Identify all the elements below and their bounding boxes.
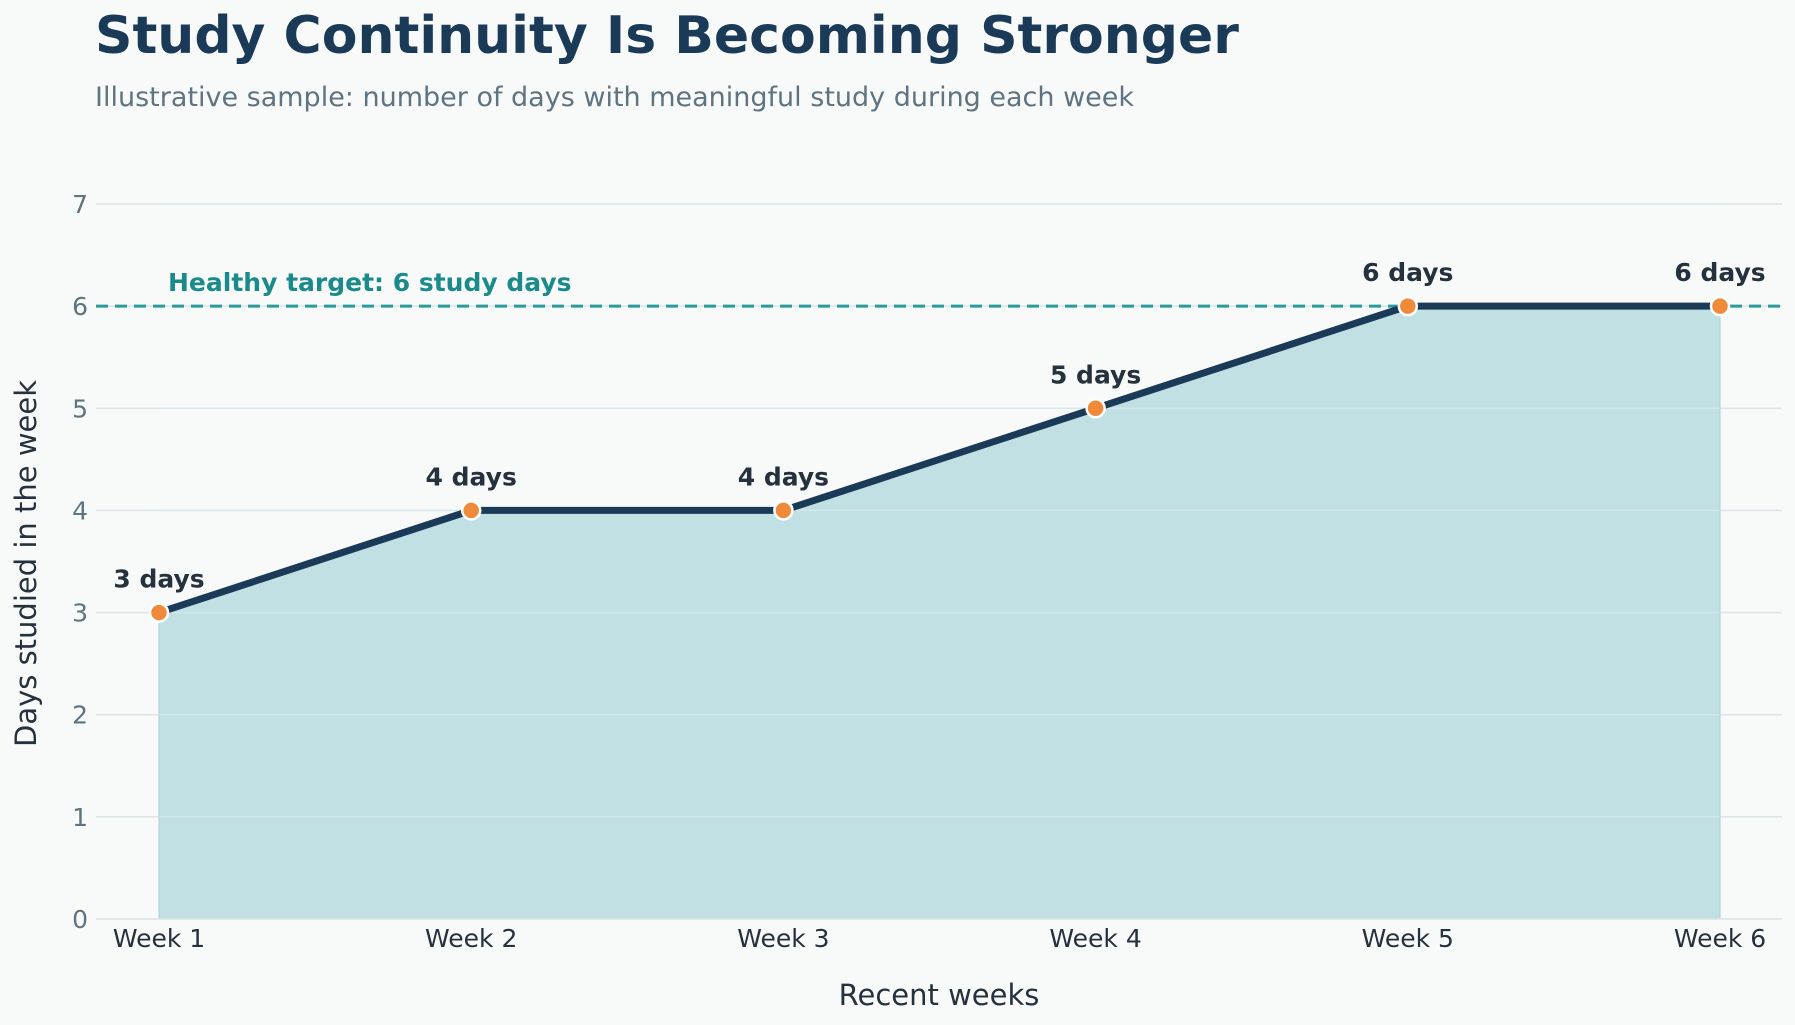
y-tick-label-2: 2 bbox=[72, 701, 88, 730]
y-tick-label-1: 1 bbox=[72, 803, 88, 832]
chart-title: Study Continuity Is Becoming Stronger bbox=[95, 6, 1239, 66]
x-tick-label-2: Week 2 bbox=[425, 924, 517, 953]
target-label: Healthy target: 6 study days bbox=[168, 268, 572, 297]
markers-layer bbox=[148, 295, 1731, 623]
y-tick-label-3: 3 bbox=[72, 599, 88, 628]
data-label-6: 6 days bbox=[1674, 258, 1765, 287]
x-tick-label-5: Week 5 bbox=[1362, 924, 1454, 953]
area-fill-layer bbox=[158, 203, 1721, 920]
data-label-1: 3 days bbox=[113, 565, 204, 594]
y-tick-label-4: 4 bbox=[72, 496, 88, 525]
series-line-layer bbox=[155, 302, 1724, 617]
data-point-1 bbox=[148, 602, 170, 623]
axes-layer: 0 1 2 3 4 5 6 7 Week 1 Week 2 Week 3 Week 4 Week 5 We… bbox=[9, 190, 1782, 1012]
data-label-4: 5 days bbox=[1050, 360, 1141, 389]
data-label-2: 4 days bbox=[426, 462, 517, 491]
data-label-5: 6 days bbox=[1362, 258, 1453, 287]
series-line bbox=[155, 302, 1724, 617]
x-axis-title: Recent weeks bbox=[839, 978, 1040, 1012]
y-tick-label-7: 7 bbox=[72, 190, 88, 219]
y-axis-title: Days studied in the week bbox=[9, 380, 43, 747]
data-point-2 bbox=[460, 500, 482, 521]
data-labels-layer: 3 days 4 days 4 days 5 days 6 days 6 days bbox=[113, 258, 1765, 593]
data-point-4 bbox=[1085, 398, 1106, 419]
y-tick-label-0: 0 bbox=[72, 905, 88, 934]
x-tick-label-1: Week 1 bbox=[113, 924, 205, 953]
y-tick-label-6: 6 bbox=[72, 292, 88, 321]
chart-subtitle: Illustrative sample: number of days with… bbox=[95, 82, 1135, 113]
x-tick-label-4: Week 4 bbox=[1049, 924, 1141, 953]
x-tick-label-6: Week 6 bbox=[1674, 924, 1766, 953]
data-point-5 bbox=[1397, 295, 1419, 317]
data-point-3 bbox=[773, 500, 794, 521]
x-tick-label-3: Week 3 bbox=[737, 924, 829, 953]
target-line-layer: Healthy target: 6 study days bbox=[96, 268, 1782, 308]
y-tick-label-5: 5 bbox=[72, 394, 88, 423]
data-label-3: 4 days bbox=[738, 462, 829, 491]
data-point-6 bbox=[1709, 295, 1731, 317]
